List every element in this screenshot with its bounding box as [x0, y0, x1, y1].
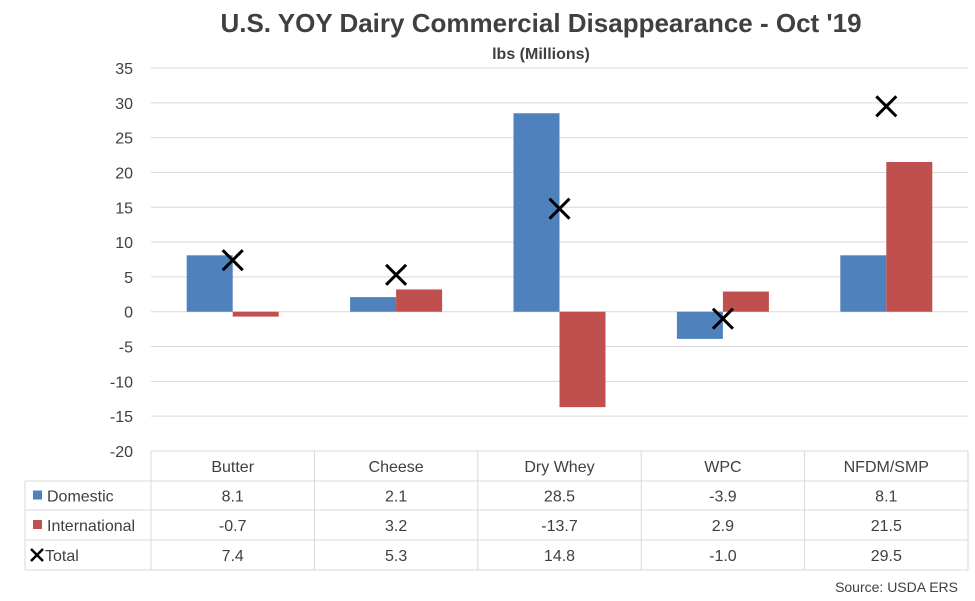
y-tick-label: 20: [115, 165, 133, 182]
chart-subtitle: lbs (Millions): [492, 46, 590, 63]
y-tick-label: -10: [110, 374, 133, 391]
chart-title: U.S. YOY Dairy Commercial Disappearance …: [220, 8, 861, 38]
legend-swatch-total: [30, 548, 44, 562]
legend-label-domestic: Domestic: [47, 489, 114, 506]
legend-swatch-domestic: [33, 490, 42, 500]
total-marker-dry-whey: [548, 197, 571, 220]
y-tick-label: 35: [115, 61, 133, 78]
data-label: 8.1: [222, 489, 244, 506]
data-table: Butter Cheese Dry Whey WPC NFDM/SMP Domestic 8…: [24, 450, 969, 571]
bar-international-cheese: [396, 289, 443, 312]
y-axis-ticks: 35 30 25 20 15 10 5 0 -5 -10 -15 -20: [110, 61, 133, 461]
data-label: -13.7: [541, 518, 578, 535]
data-label: 2.1: [385, 489, 407, 506]
legend-label-international: International: [47, 518, 135, 535]
legend-swatch-international: [33, 520, 42, 529]
total-marker-butter: [221, 249, 244, 272]
total-marker-cheese: [385, 263, 408, 286]
y-tick-label: 25: [115, 131, 133, 148]
y-tick-label: -20: [110, 444, 133, 461]
bar-domestic-butter: [186, 255, 233, 312]
data-label: 2.9: [712, 518, 734, 535]
y-tick-label: -15: [110, 409, 133, 426]
bar-domestic-cheese: [350, 297, 397, 312]
legend-label-total: Total: [45, 548, 79, 565]
data-label: 8.1: [875, 489, 897, 506]
total-markers: [221, 95, 898, 330]
bars: [186, 113, 933, 408]
bar-international-nfdm-smp: [886, 162, 933, 312]
data-label: 3.2: [385, 518, 407, 535]
total-marker-nfdm-smp: [875, 95, 898, 118]
data-label: 28.5: [544, 489, 575, 506]
y-tick-label: 0: [124, 305, 133, 322]
y-tick-label: -5: [119, 340, 133, 357]
x-tick-label: WPC: [704, 459, 741, 476]
x-tick-label: NFDM/SMP: [844, 459, 929, 476]
bar-international-wpc: [722, 291, 769, 312]
data-label: -3.9: [709, 489, 737, 506]
data-label: 14.8: [544, 548, 575, 565]
data-label: -1.0: [709, 548, 737, 565]
bar-domestic-nfdm-smp: [840, 255, 887, 312]
y-tick-label: 15: [115, 200, 133, 217]
y-tick-label: 5: [124, 270, 133, 287]
x-tick-label: Dry Whey: [524, 459, 594, 476]
y-tick-label: 30: [115, 96, 133, 113]
data-label: -0.7: [219, 518, 247, 535]
y-tick-label: 10: [115, 235, 133, 252]
data-label: 29.5: [871, 548, 902, 565]
x-tick-label: Butter: [211, 459, 254, 476]
data-label: 5.3: [385, 548, 407, 565]
total-marker-wpc: [711, 307, 734, 330]
source-note: Source: USDA ERS: [835, 579, 958, 595]
bar-international-butter: [232, 311, 279, 317]
bar-domestic-dry-whey: [513, 113, 560, 312]
data-label: 7.4: [222, 548, 244, 565]
data-label: 21.5: [871, 518, 902, 535]
x-tick-label: Cheese: [369, 459, 424, 476]
bar-international-dry-whey: [559, 311, 606, 408]
